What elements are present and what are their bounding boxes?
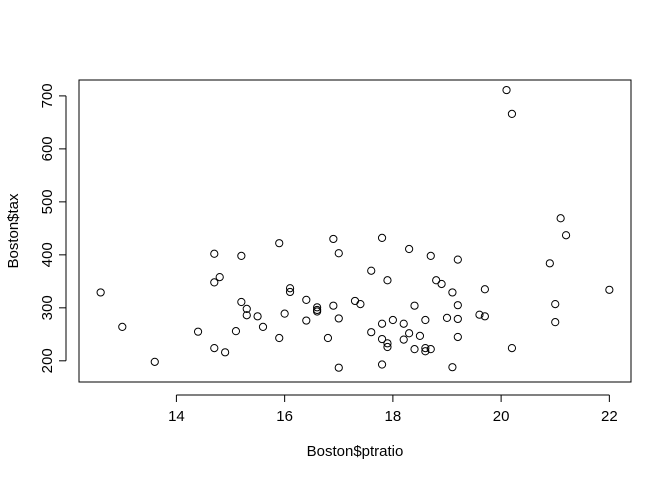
data-point — [334, 249, 343, 258]
data-point — [329, 234, 338, 244]
data-point — [377, 334, 387, 344]
x-tick-label: 16 — [276, 408, 293, 425]
data-point — [237, 297, 246, 307]
data-point — [210, 249, 219, 258]
data-point — [556, 214, 565, 223]
data-point — [237, 251, 246, 261]
y-tick-label: 700 — [39, 83, 56, 108]
x-tick-label: 14 — [168, 408, 185, 425]
data-point — [367, 266, 376, 275]
data-point — [377, 360, 387, 369]
data-point — [302, 295, 311, 304]
data-point — [453, 314, 462, 324]
data-point — [426, 251, 435, 261]
data-point — [367, 328, 376, 337]
data-point — [383, 342, 392, 352]
data-point — [605, 285, 614, 294]
data-point — [96, 288, 105, 297]
data-point — [285, 287, 295, 297]
data-point — [377, 319, 387, 328]
y-tick-label: 200 — [39, 348, 56, 373]
data-point — [415, 331, 425, 341]
data-point — [193, 327, 203, 336]
y-axis-label: Boston$tax — [5, 193, 22, 269]
data-point — [356, 300, 365, 309]
y-tick-label: 500 — [39, 189, 56, 214]
data-point — [448, 363, 457, 372]
data-point — [405, 244, 414, 254]
data-points — [96, 85, 614, 372]
y-axis: 200 300 400 500 600 700 — [39, 83, 67, 373]
data-point — [399, 335, 408, 344]
data-point — [231, 327, 241, 336]
data-point — [426, 345, 435, 354]
data-point — [448, 288, 457, 297]
data-point — [150, 357, 159, 366]
data-point — [410, 345, 419, 354]
data-point — [221, 348, 230, 357]
data-point — [377, 233, 387, 242]
data-point — [551, 318, 560, 327]
data-point — [421, 343, 430, 353]
data-point — [507, 343, 517, 353]
data-point — [453, 301, 462, 310]
data-point — [388, 315, 397, 325]
data-point — [432, 276, 441, 285]
data-point — [275, 239, 284, 248]
data-point — [507, 109, 517, 119]
data-point — [253, 312, 262, 321]
data-point — [334, 314, 343, 323]
data-point — [453, 332, 462, 342]
x-axis: 14 16 18 20 22 — [168, 394, 618, 425]
data-point — [405, 329, 414, 338]
data-point — [329, 301, 338, 310]
data-point — [410, 301, 419, 310]
data-point — [442, 313, 452, 322]
data-point — [210, 343, 219, 353]
data-point — [334, 363, 343, 372]
data-point — [421, 315, 430, 325]
x-tick-label: 22 — [601, 408, 618, 425]
data-point — [242, 304, 251, 313]
data-point — [210, 278, 219, 287]
data-point — [302, 316, 311, 325]
data-point — [313, 303, 322, 312]
data-point — [280, 309, 289, 318]
data-point — [258, 322, 268, 331]
data-point — [545, 259, 554, 268]
data-point — [275, 333, 284, 343]
data-point — [561, 231, 571, 240]
data-point — [453, 255, 462, 264]
data-point — [285, 284, 295, 293]
data-point — [480, 312, 489, 321]
data-point — [437, 279, 446, 289]
data-point — [502, 85, 511, 95]
data-point — [551, 300, 560, 309]
data-point — [383, 276, 392, 285]
x-tick-label: 18 — [385, 408, 402, 425]
data-point — [475, 310, 484, 319]
data-point — [215, 272, 224, 282]
data-point — [313, 307, 322, 316]
x-axis-label: Boston$ptratio — [307, 443, 404, 460]
data-point — [480, 285, 489, 294]
x-tick-label: 20 — [493, 408, 510, 425]
data-point — [383, 339, 392, 348]
plot-frame — [78, 79, 632, 383]
y-tick-label: 300 — [39, 295, 56, 320]
data-point — [242, 311, 251, 320]
data-point — [323, 333, 333, 343]
data-point — [118, 322, 127, 331]
y-tick-label: 400 — [39, 242, 56, 267]
data-point — [399, 319, 408, 328]
data-point — [421, 347, 430, 356]
y-tick-label: 600 — [39, 136, 56, 161]
